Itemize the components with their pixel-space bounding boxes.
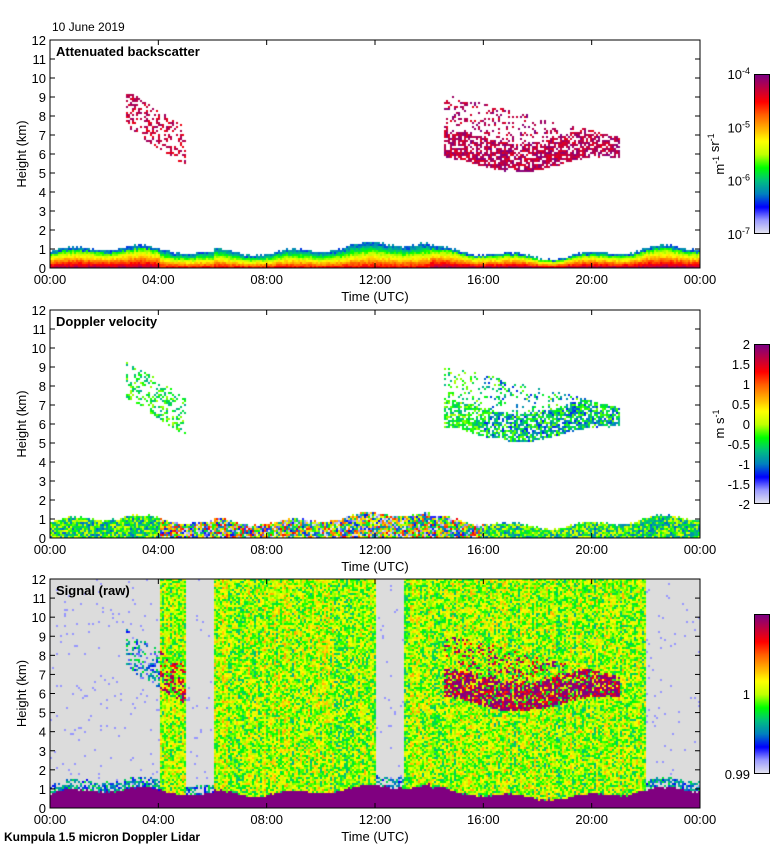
velocity-heatmap	[50, 310, 700, 538]
signal-heatmap	[50, 579, 700, 808]
x-tick-label: 20:00	[575, 542, 608, 557]
x-tick-label: 04:00	[142, 812, 175, 827]
x-tick-label: 00:00	[34, 272, 67, 287]
x-tick-label: 08:00	[250, 542, 283, 557]
y-tick-label: 3	[39, 474, 46, 489]
colorbar-tick-label: 10-7	[728, 226, 750, 242]
y-tick-label: 1	[39, 242, 46, 257]
y-tick-label: 9	[39, 90, 46, 105]
x-tick-label: 04:00	[142, 272, 175, 287]
colorbar-tick-label: -2	[738, 497, 750, 512]
y-tick-label: 12	[32, 33, 46, 48]
colorbar-unit-label: m-1 sr-1	[706, 133, 727, 174]
y-tick-label: 10	[32, 341, 46, 356]
y-tick-label: 8	[39, 648, 46, 663]
y-tick-label: 11	[33, 52, 47, 67]
y-tick-label: 7	[39, 667, 46, 682]
colorbar-tick-label: 0.99	[725, 767, 750, 782]
x-tick-label: 12:00	[359, 812, 392, 827]
y-tick-label: 3	[39, 204, 46, 219]
x-tick-label: 16:00	[467, 542, 500, 557]
x-tick-label: 00:00	[34, 542, 67, 557]
colorbar-tick-label: 1	[743, 687, 750, 702]
backscatter-colorbar	[754, 74, 770, 234]
y-tick-label: 4	[39, 725, 46, 740]
y-tick-label: 5	[39, 166, 46, 181]
panel-title-backscatter: Attenuated backscatter	[56, 44, 200, 59]
x-tick-label: 12:00	[359, 272, 392, 287]
y-tick-label: 8	[39, 379, 46, 394]
footer-label: Kumpula 1.5 micron Doppler Lidar	[4, 830, 201, 844]
colorbar-tick-label: 0	[743, 417, 750, 432]
x-tick-label: 00:00	[684, 542, 717, 557]
y-tick-label: 10	[32, 71, 46, 86]
y-tick-label: 9	[39, 360, 46, 375]
colorbar-tick-label: -0.5	[728, 437, 750, 452]
panel-title-signal: Signal (raw)	[56, 583, 130, 598]
y-tick-label: 6	[39, 417, 46, 432]
y-tick-label: 2	[39, 763, 46, 778]
y-tick-label: 0	[39, 261, 46, 276]
y-tick-label: 6	[39, 687, 46, 702]
x-tick-label: 00:00	[684, 812, 717, 827]
x-axis-label: Time (UTC)	[341, 829, 408, 844]
x-tick-label: 20:00	[575, 812, 608, 827]
colorbar-tick-label: 1	[743, 377, 750, 392]
colorbar-unit-label: m s-1	[711, 410, 727, 439]
y-tick-label: 3	[39, 744, 46, 759]
y-tick-label: 10	[32, 610, 46, 625]
y-tick-label: 1	[39, 512, 46, 527]
colorbar-tick-label: -1.5	[728, 477, 750, 492]
x-tick-label: 04:00	[142, 542, 175, 557]
x-tick-label: 00:00	[34, 812, 67, 827]
y-tick-label: 0	[39, 801, 46, 816]
x-axis-label: Time (UTC)	[341, 289, 408, 304]
x-tick-label: 12:00	[359, 542, 392, 557]
date-label: 10 June 2019	[52, 20, 125, 34]
y-tick-label: 12	[32, 572, 46, 587]
backscatter-heatmap	[50, 40, 700, 268]
x-tick-label: 08:00	[250, 812, 283, 827]
x-tick-label: 16:00	[467, 812, 500, 827]
colorbar-tick-label: 10-6	[728, 173, 750, 189]
y-tick-label: 7	[39, 128, 46, 143]
y-tick-label: 11	[33, 322, 47, 337]
velocity-colorbar	[754, 344, 770, 504]
colorbar-tick-label: 10-5	[728, 119, 750, 135]
y-tick-label: 9	[39, 629, 46, 644]
y-tick-label: 6	[39, 147, 46, 162]
x-tick-label: 16:00	[467, 272, 500, 287]
y-axis-label: Height (km)	[14, 120, 29, 187]
y-tick-label: 7	[39, 398, 46, 413]
panel-title-velocity: Doppler velocity	[56, 314, 158, 329]
x-tick-label: 00:00	[684, 272, 717, 287]
colorbar-tick-label: 10-4	[728, 66, 750, 82]
y-tick-label: 4	[39, 185, 46, 200]
y-tick-label: 1	[39, 782, 46, 797]
y-tick-label: 2	[39, 493, 46, 508]
y-tick-label: 2	[39, 223, 46, 238]
y-tick-label: 8	[39, 109, 46, 124]
x-tick-label: 08:00	[250, 272, 283, 287]
signal-colorbar	[754, 614, 770, 774]
x-axis-label: Time (UTC)	[341, 559, 408, 574]
y-tick-label: 0	[39, 531, 46, 546]
y-tick-label: 11	[33, 591, 47, 606]
y-tick-label: 5	[39, 436, 46, 451]
y-axis-label: Height (km)	[14, 660, 29, 727]
colorbar-tick-label: 1.5	[732, 357, 750, 372]
y-axis-label: Height (km)	[14, 390, 29, 457]
colorbar-tick-label: -1	[738, 457, 750, 472]
y-tick-label: 5	[39, 706, 46, 721]
colorbar-tick-label: 2	[743, 337, 750, 352]
y-tick-label: 4	[39, 455, 46, 470]
y-tick-label: 12	[32, 303, 46, 318]
x-tick-label: 20:00	[575, 272, 608, 287]
colorbar-tick-label: 0.5	[732, 397, 750, 412]
